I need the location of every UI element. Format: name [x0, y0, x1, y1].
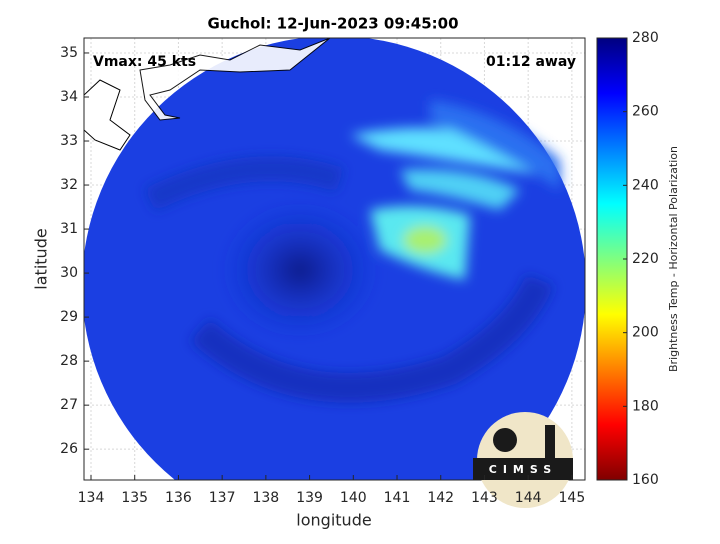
x-tick-label: 137: [209, 490, 236, 506]
logo-text: CIMSS: [489, 463, 557, 476]
x-tick-label: 142: [427, 490, 454, 506]
colorbar-label: Brightness Temp - Horizontal Polarizatio…: [667, 146, 680, 372]
x-tick-label: 138: [252, 490, 279, 506]
title: Guchol: 12-Jun-2023 09:45:00: [207, 15, 458, 33]
annotation: 01:12 away: [486, 54, 576, 70]
y-tick-label: 31: [60, 221, 78, 237]
x-tick-label: 144: [515, 490, 542, 506]
x-tick-label: 139: [296, 490, 323, 506]
colorbar-tick-label: 240: [632, 177, 659, 193]
y-tick-label: 28: [60, 353, 78, 369]
x-tick-label: 134: [78, 490, 105, 506]
y-axis-label: latitude: [32, 228, 51, 289]
colorbar-tick-label: 180: [632, 398, 659, 414]
colorbar-tick-label: 220: [632, 251, 659, 267]
y-tick-label: 32: [60, 177, 78, 193]
satellite-image: [84, 38, 585, 480]
colorbar-tick-label: 260: [632, 104, 659, 120]
y-tick-label: 35: [60, 45, 78, 61]
y-tick-label: 26: [60, 441, 78, 457]
annotation: Vmax: 45 kts: [93, 54, 196, 70]
y-tick-label: 27: [60, 397, 78, 413]
x-tick-label: 136: [165, 490, 192, 506]
x-tick-label: 135: [121, 490, 148, 506]
x-tick-label: 145: [559, 490, 586, 506]
x-axis-label: longitude: [296, 511, 371, 530]
colorbar-tick-label: 200: [632, 325, 659, 341]
logo: CIMSS: [473, 412, 573, 508]
colorbar-tick-label: 160: [632, 472, 659, 488]
y-tick-label: 29: [60, 309, 78, 325]
y-tick-label: 34: [60, 89, 78, 105]
x-tick-label: 143: [471, 490, 498, 506]
x-tick-label: 141: [384, 490, 411, 506]
x-tick-label: 140: [340, 490, 367, 506]
colorbar: [596, 37, 628, 481]
colorbar-tick-label: 280: [632, 30, 659, 46]
y-tick-label: 33: [60, 133, 78, 149]
y-tick-label: 30: [60, 265, 78, 281]
axes-box: [83, 37, 586, 481]
